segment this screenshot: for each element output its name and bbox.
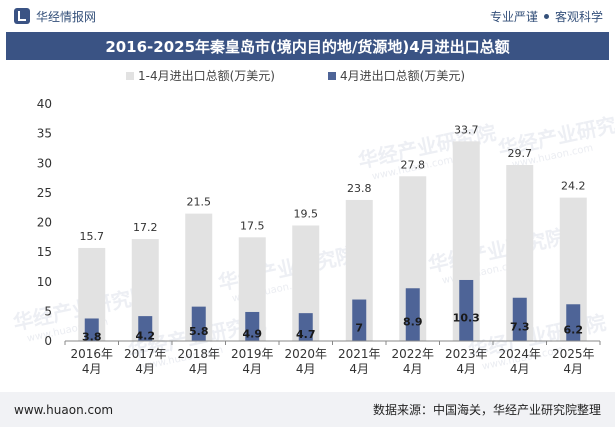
x-tick-label: 2020年 4月 <box>284 347 327 376</box>
x-axis: 2016年 4月 2017年 4月 2018年 4月 2019年 4月 2020年 4月 2021年… <box>64 340 601 376</box>
x-tick-label: 2025年 4月 <box>552 347 595 376</box>
data-label-total: 17.5 <box>240 219 265 232</box>
x-tick-label: 2017年 4月 <box>124 347 167 376</box>
x-tick-label: 2019年 4月 <box>231 347 274 376</box>
x-tick-label: 2024年 4月 <box>498 347 541 376</box>
chart-title: 2016-2025年秦皇岛市(境内目的地/货源地)4月进出口总额 <box>105 37 510 56</box>
y-tick-label: 20 <box>37 216 52 230</box>
bar-april <box>84 318 99 341</box>
data-label-april: 5.8 <box>189 325 209 338</box>
top-bar: 华经情报网 专业严谨 客观科学 <box>0 0 615 32</box>
data-label-total: 21.5 <box>187 196 212 209</box>
bar-april <box>405 288 420 341</box>
bar-april <box>566 304 581 341</box>
legend-swatch-total <box>126 72 134 80</box>
data-label-april: 6.2 <box>564 324 584 337</box>
data-label-april: 4.9 <box>243 327 263 340</box>
data-source: 数据来源：中国海关，华经产业研究院整理 <box>372 403 601 417</box>
legend-label-total: 1-4月进出口总额(万美元) <box>138 69 275 83</box>
y-tick-label: 5 <box>44 304 52 318</box>
y-tick-label: 15 <box>37 245 52 259</box>
data-label-april: 4.7 <box>296 328 316 341</box>
data-label-april: 7.3 <box>510 320 530 333</box>
chart-title-bar: 2016-2025年秦皇岛市(境内目的地/货源地)4月进出口总额 <box>6 32 609 60</box>
bar-april <box>512 297 527 341</box>
y-tick-label: 10 <box>37 275 52 289</box>
footer-url: www.huaon.com <box>14 402 114 417</box>
data-label-total: 27.8 <box>401 158 426 171</box>
tagline-left: 专业严谨 <box>489 9 538 24</box>
data-label-total: 24.2 <box>561 180 586 193</box>
bullet-dot-icon <box>543 13 549 19</box>
tagline-right: 客观科学 <box>554 9 603 24</box>
bar-april <box>245 311 260 341</box>
y-tick-label: 25 <box>37 186 52 200</box>
legend: 1-4月进出口总额(万美元) 4月进出口总额(万美元) <box>126 69 465 83</box>
data-label-total: 23.8 <box>347 182 372 195</box>
bar-april <box>191 306 206 341</box>
y-tick-label: 40 <box>37 97 52 111</box>
x-tick-label: 2021年 4月 <box>338 347 381 376</box>
bars-layer: 15.7 3.8 17.2 4.2 21.5 5.8 17.5 4.9 19.5 4.7 23.8 7… <box>78 123 587 344</box>
data-label-april: 4.2 <box>136 330 156 343</box>
y-axis: 0 5 10 15 20 25 30 35 40 <box>37 97 52 348</box>
footer: www.huaon.com 数据来源：中国海关，华经产业研究院整理 <box>0 392 615 427</box>
legend-swatch-april <box>328 72 336 80</box>
data-label-total: 19.5 <box>294 207 319 220</box>
brand: 华经情报网 <box>14 8 96 25</box>
x-tick-label: 2022年 4月 <box>391 347 434 376</box>
bar-april <box>459 279 474 341</box>
data-label-total: 33.7 <box>454 123 479 136</box>
legend-label-april: 4月进出口总额(万美元) <box>340 69 465 83</box>
tagline: 专业严谨 客观科学 <box>490 8 603 25</box>
x-tick-label: 2016年 4月 <box>70 347 113 376</box>
brand-name: 华经情报网 <box>36 9 97 24</box>
x-tick-label: 2023年 4月 <box>445 347 488 376</box>
data-label-total: 17.2 <box>133 221 158 234</box>
bar-april <box>352 299 367 341</box>
y-tick-label: 0 <box>44 334 52 348</box>
bar-chart: 华经产业研究院www.huaon.com华经产业研究院www.huaon.com… <box>11 69 615 376</box>
bar-april <box>138 316 153 341</box>
data-label-april: 7 <box>355 321 363 334</box>
data-label-april: 8.9 <box>403 316 423 329</box>
data-label-april: 10.3 <box>453 311 480 324</box>
y-tick-label: 35 <box>37 127 52 141</box>
logo-icon <box>14 8 30 24</box>
data-label-total: 15.7 <box>80 230 105 243</box>
data-label-total: 29.7 <box>508 147 533 160</box>
data-label-april: 3.8 <box>82 331 102 344</box>
x-tick-label: 2018年 4月 <box>177 347 220 376</box>
bar-april <box>298 313 313 341</box>
y-tick-label: 30 <box>37 156 52 170</box>
